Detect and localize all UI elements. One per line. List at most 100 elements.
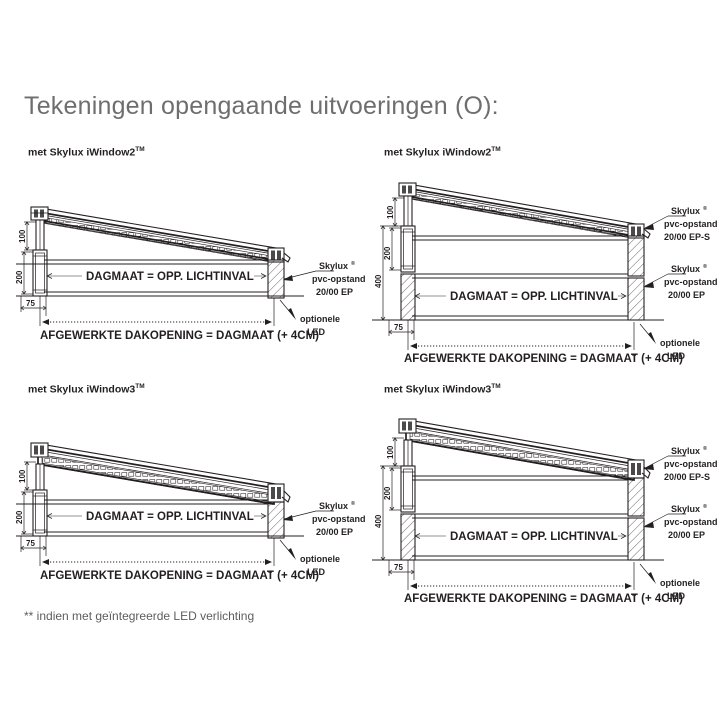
- side-label-line3: 20/00 EP: [316, 527, 353, 537]
- side-label-line2: pvc-opstand: [312, 514, 366, 524]
- callout-leader-led: [639, 563, 656, 584]
- figure-caption-text: met Skylux iWindow3: [384, 383, 492, 396]
- led-label-line2: LED: [667, 351, 686, 361]
- dimension-label-100: 100: [18, 469, 27, 483]
- bottom-label-dakopening: AFGEWERKTE DAKOPENING = DAGMAAT (+ 4CM): [404, 353, 683, 365]
- dimension-75: 75: [388, 320, 415, 340]
- dimension-75: 75: [20, 296, 47, 316]
- side-label-line2: pvc-opstand: [312, 274, 366, 284]
- callout-leader-upstand: [283, 510, 334, 521]
- side-label-lower-line1: Skylux: [671, 504, 700, 514]
- hinge-left: [30, 442, 49, 458]
- glazing-panel: [35, 443, 279, 506]
- dimension-100: 100: [386, 437, 404, 467]
- callout-leader-led: [639, 323, 656, 344]
- side-label-upper-line2: pvc-opstand: [664, 219, 718, 229]
- dimension-200: 200: [15, 251, 33, 295]
- led-label-line2: LED: [307, 567, 326, 577]
- figure-bottom-right: 100 200 400 75 DAGMAAT = OPP. LICHTINVAL: [372, 410, 720, 606]
- dimension-label-400: 400: [374, 514, 383, 528]
- led-label-line1: optionele: [660, 338, 700, 348]
- pvc-upstand-right-lower: [627, 517, 645, 561]
- callout-leader-upstand: [283, 270, 334, 281]
- side-label-lower-line2: pvc-opstand: [664, 517, 718, 527]
- dimension-label-100: 100: [386, 445, 395, 459]
- side-label-upper-registered-mark: ®: [703, 445, 707, 452]
- bottom-label-footnote-mark: **: [268, 571, 273, 577]
- bottom-label-footnote-mark: **: [632, 594, 637, 600]
- dimension-label-200: 200: [15, 510, 24, 524]
- roof-deck-lines: [372, 235, 664, 321]
- pvc-upstand-left: [32, 489, 48, 537]
- dimension-100: 100: [18, 221, 36, 251]
- figure-top-right: 100 200 400 75 DAGMAAT = OPP. LICHTINVAL: [372, 170, 720, 366]
- frame-post-left: [35, 219, 45, 251]
- dimension-75: 75: [388, 560, 415, 580]
- side-label-upper-line3: 20/00 EP-S: [664, 472, 710, 482]
- side-label-lower-registered-mark: ®: [703, 263, 707, 270]
- side-label-lower-line1: Skylux: [671, 264, 700, 274]
- dimension-200: 200: [15, 491, 33, 535]
- dimension-label-200: 200: [383, 486, 392, 500]
- roof-deck-lines: [16, 499, 304, 537]
- pvc-upstand-right-upper: [627, 235, 645, 277]
- dimension-label-400: 400: [374, 274, 383, 288]
- dimension-label-75: 75: [26, 539, 35, 548]
- bottom-dimension-arrow: [407, 560, 635, 590]
- pvc-upstand-right-lower: [627, 277, 645, 321]
- page-title: Tekeningen opengaande uitvoeringen (O):: [24, 92, 499, 120]
- side-label-upper-line2: pvc-opstand: [664, 459, 718, 469]
- figure-bottom-left: 100 200 75 DAGMAAT = OPP. LICHTINVAL AFG…: [15, 436, 366, 606]
- callout-leader-upstand-upper: [643, 455, 686, 470]
- figure-caption-bottom-left: met Skylux iWindow3TM: [28, 383, 145, 396]
- bottom-dimension-arrow: [39, 296, 275, 326]
- dimension-200: 200: [383, 227, 401, 271]
- led-label-line1: optionele: [300, 314, 340, 324]
- inner-label-dagmaat: DAGMAAT = OPP. LICHTINVAL: [450, 531, 618, 543]
- pvc-upstand-right: [267, 501, 285, 539]
- frame-post-left: [403, 195, 413, 227]
- footnote: ** indien met geïntegreerde LED verlicht…: [24, 609, 255, 623]
- figure-caption-top-left: met Skylux iWindow2TM: [28, 146, 145, 159]
- led-label-line1: optionele: [300, 554, 340, 564]
- frame-post-left: [403, 439, 413, 467]
- inner-label-dagmaat: DAGMAAT = OPP. LICHTINVAL: [86, 271, 254, 283]
- callout-leader-upstand-lower: [643, 273, 686, 288]
- trademark-mark: TM: [135, 146, 145, 153]
- bottom-label-dakopening: AFGEWERKTE DAKOPENING = DAGMAAT (+ 4CM): [404, 593, 683, 605]
- dimension-label-100: 100: [386, 205, 395, 219]
- figure-caption-top-right: met Skylux iWindow2TM: [384, 146, 501, 159]
- figure-caption-bottom-right: met Skylux iWindow3TM: [384, 383, 501, 396]
- bottom-label-footnote-mark: **: [268, 331, 273, 337]
- side-label-line3: 20/00 EP: [316, 287, 353, 297]
- dimension-label-75: 75: [394, 563, 403, 572]
- bottom-label-dakopening: AFGEWERKTE DAKOPENING = DAGMAAT (+ 4CM): [40, 330, 319, 342]
- bottom-dimension-arrow: [407, 320, 635, 350]
- hinge-left: [398, 418, 417, 434]
- hinge-left: [398, 182, 417, 197]
- callout-leader-led: [279, 539, 296, 560]
- side-label-registered-mark: ®: [351, 260, 355, 267]
- side-label-line1: Skylux: [319, 501, 348, 511]
- figure-top-left: 100 200 75 DAGMAAT = OPP. LICHTINVAL AFG…: [15, 196, 366, 366]
- bottom-dimension-arrow: [39, 536, 275, 566]
- inner-label-dagmaat: DAGMAAT = OPP. LICHTINVAL: [86, 511, 254, 523]
- side-label-lower-line3: 20/00 EP: [668, 530, 705, 540]
- frame-head-right: [267, 483, 291, 503]
- dimension-100: 100: [18, 461, 36, 491]
- dimension-label-200: 200: [383, 246, 392, 260]
- frame-head-right: [627, 223, 651, 239]
- pvc-upstand-right-upper: [627, 477, 645, 517]
- glazing-panel: [403, 183, 639, 239]
- pvc-upstand-left-lower: [400, 273, 416, 321]
- callout-leader-upstand-lower: [643, 513, 686, 528]
- led-label-line2: LED: [307, 327, 326, 337]
- pvc-upstand-left-upper: [400, 225, 416, 273]
- dimension-100: 100: [386, 197, 404, 227]
- frame-post-left: [35, 463, 45, 491]
- dimension-label-75: 75: [26, 299, 35, 308]
- side-label-upper-registered-mark: ®: [703, 205, 707, 212]
- led-label-line2: LED: [667, 591, 686, 601]
- side-label-upper-line1: Skylux: [671, 446, 700, 456]
- figure-caption-text: met Skylux iWindow2: [384, 146, 492, 159]
